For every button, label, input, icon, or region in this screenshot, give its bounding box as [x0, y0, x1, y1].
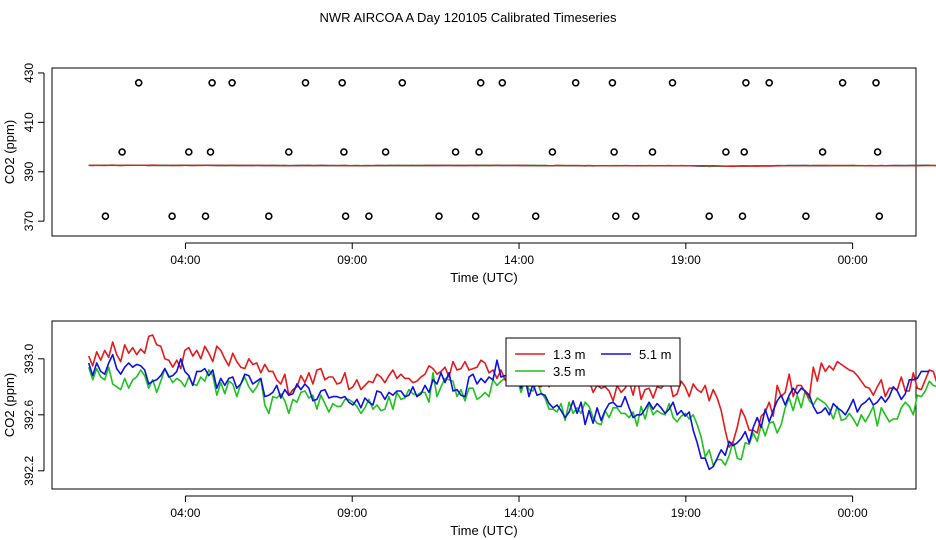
x-axis: 04:00 09:00 14:00 19:00 00:00 — [170, 495, 868, 520]
calibration-point — [284, 148, 293, 156]
timeseries-panel: 04:00 09:00 14:00 19:00 00:00 392.2 392.6 393.… — [2, 320, 936, 538]
calibration-point — [498, 79, 507, 87]
x-tick-label: 00:00 — [838, 506, 868, 520]
y-tick-label: 410 — [22, 112, 36, 132]
calibration-point — [531, 212, 540, 220]
calibration-point — [548, 148, 557, 156]
calibration-point — [722, 148, 730, 156]
legend-box — [505, 337, 681, 387]
legend-label-1-3m: 1.3 m — [553, 347, 586, 362]
y-tick-label: 393.0 — [22, 343, 36, 373]
calibration-point — [475, 148, 483, 156]
calibration-panel: 04:00 09:00 14:00 19:00 00:00 370 390 410 430 T… — [2, 63, 936, 285]
calibration-point — [875, 212, 884, 220]
x-tick-label: 04:00 — [170, 253, 200, 267]
calibration-point — [738, 212, 747, 220]
calibration-point — [802, 212, 810, 220]
calibration-point — [631, 212, 640, 220]
y-tick-label: 370 — [22, 211, 36, 231]
y-axis: 392.2 392.6 393.0 — [22, 343, 45, 486]
y-tick-label: 390 — [22, 161, 36, 181]
calibration-point — [206, 148, 215, 156]
x-axis: 04:00 09:00 14:00 19:00 00:00 — [170, 242, 868, 267]
calibration-point — [134, 79, 143, 87]
x-tick-label: 00:00 — [838, 253, 868, 267]
calibration-point — [818, 148, 827, 156]
y-axis-title: CO2 (ppm) — [2, 373, 17, 437]
calibration-point — [705, 212, 714, 220]
calibration-point — [611, 212, 620, 220]
x-axis-title: Time (UTC) — [450, 523, 517, 538]
calibration-point — [471, 212, 480, 220]
calibration-point — [185, 148, 193, 156]
calibration-point — [365, 212, 373, 220]
calibration-point — [301, 79, 310, 87]
x-tick-label: 19:00 — [671, 253, 701, 267]
calibration-point — [648, 148, 657, 156]
calibration-point — [338, 79, 347, 87]
y-axis: 370 390 410 430 — [22, 63, 45, 231]
calibration-point — [381, 148, 390, 156]
legend-label-3-5m: 3.5 m — [553, 364, 586, 379]
calibration-point — [118, 148, 126, 156]
calibration-point — [228, 79, 236, 87]
y-tick-label: 392.6 — [22, 399, 36, 429]
calibration-point — [476, 79, 485, 87]
calibration-point — [765, 79, 774, 87]
plot-frame — [51, 67, 917, 237]
calibration-points-group — [101, 79, 884, 220]
calibration-point — [340, 148, 348, 156]
calibration-point — [610, 148, 618, 156]
calibration-point — [341, 212, 350, 220]
baseline-line-13m — [88, 164, 936, 168]
y-tick-label: 392.2 — [22, 455, 36, 485]
legend-label-5-1m: 5.1 m — [639, 347, 672, 362]
calibration-point — [608, 79, 617, 87]
calibration-point — [742, 79, 750, 87]
x-tick-label: 19:00 — [671, 506, 701, 520]
calibration-point — [873, 148, 882, 156]
y-tick-label: 430 — [22, 63, 36, 83]
x-tick-label: 09:00 — [337, 253, 367, 267]
calibration-point — [838, 79, 847, 87]
x-tick-label: 09:00 — [337, 506, 367, 520]
calibration-point — [264, 212, 273, 220]
calibration-point — [872, 79, 880, 87]
y-axis-title: CO2 (ppm) — [2, 120, 17, 184]
calibration-point — [740, 148, 749, 156]
calibration-point — [101, 212, 110, 220]
calibration-point — [201, 212, 210, 220]
calibration-point — [451, 148, 460, 156]
baseline-series-group — [88, 164, 936, 168]
calibration-point — [571, 79, 580, 87]
calibration-point — [435, 212, 443, 220]
calibration-point — [168, 212, 176, 220]
x-tick-label: 14:00 — [504, 253, 534, 267]
x-tick-label: 14:00 — [504, 506, 534, 520]
legend: 1.3 m 5.1 m 3.5 m — [505, 337, 681, 387]
x-tick-label: 04:00 — [170, 506, 200, 520]
figure-title: NWR AIRCOA A Day 120105 Calibrated Times… — [320, 10, 617, 25]
calibration-point — [208, 79, 216, 87]
calibration-point — [668, 79, 677, 87]
x-axis-title: Time (UTC) — [450, 270, 517, 285]
calibration-point — [398, 79, 407, 87]
